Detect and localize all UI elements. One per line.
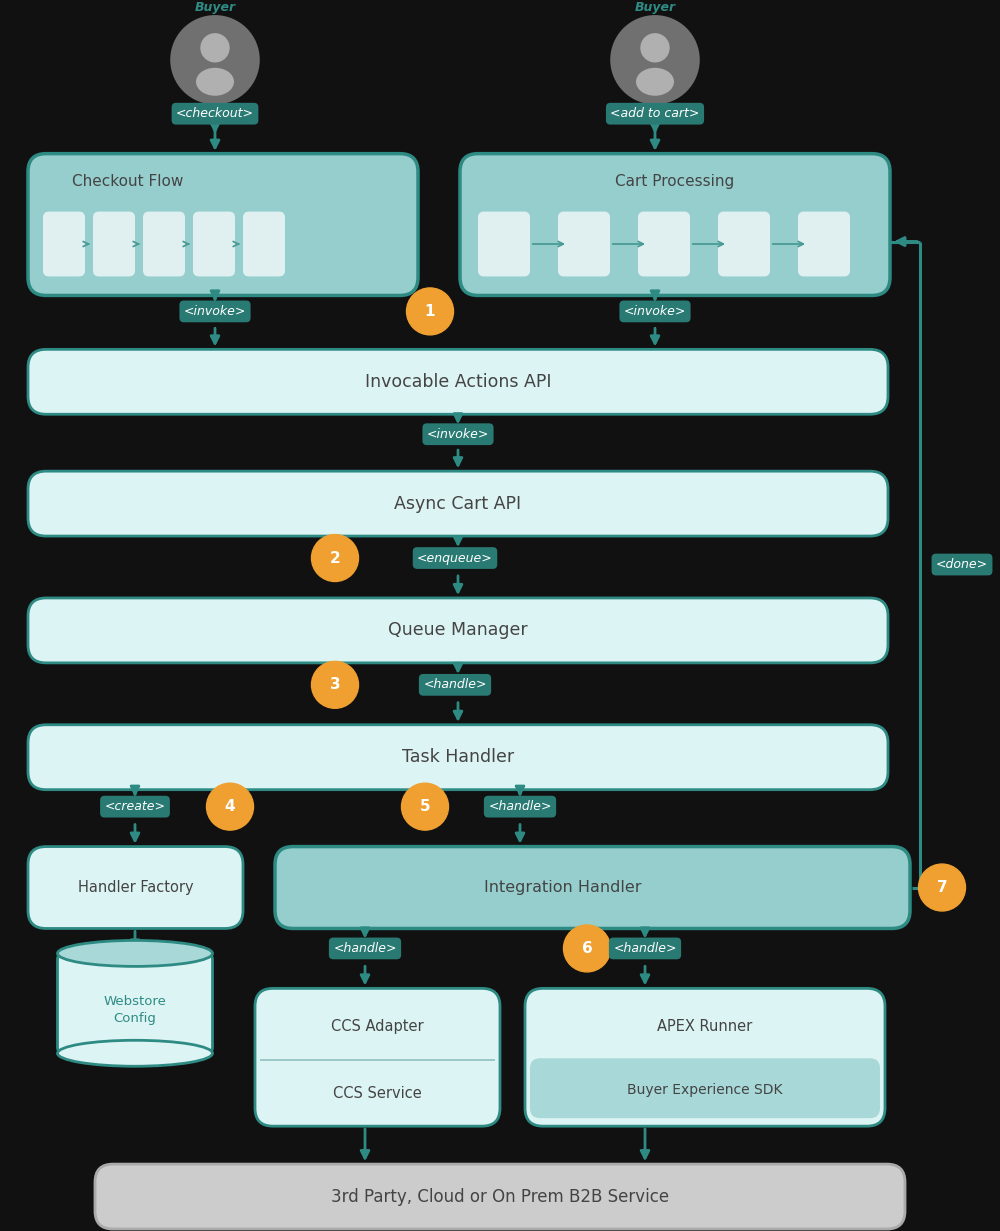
FancyBboxPatch shape [798,212,850,277]
Text: <invoke>: <invoke> [427,427,489,441]
Text: <checkout>: <checkout> [176,107,254,121]
Text: Async Cart API: Async Cart API [394,495,522,512]
Text: <handle>: <handle> [488,800,552,814]
FancyBboxPatch shape [255,988,500,1126]
FancyBboxPatch shape [530,1059,880,1118]
FancyBboxPatch shape [193,212,235,277]
Text: APEX Runner: APEX Runner [657,1019,753,1034]
FancyBboxPatch shape [558,212,610,277]
Circle shape [312,534,358,581]
FancyBboxPatch shape [718,212,770,277]
FancyBboxPatch shape [58,954,212,1054]
Text: 4: 4 [225,799,235,814]
Ellipse shape [58,1040,212,1066]
Text: Buyer: Buyer [634,1,676,15]
FancyBboxPatch shape [93,212,135,277]
Text: Task Handler: Task Handler [402,748,514,766]
Text: <enqueue>: <enqueue> [417,551,493,565]
Text: Queue Manager: Queue Manager [388,622,528,639]
FancyBboxPatch shape [143,212,185,277]
Text: <handle>: <handle> [333,942,397,955]
Text: 7: 7 [937,880,947,895]
Circle shape [173,18,257,102]
Text: 2: 2 [330,550,340,565]
Text: <handle>: <handle> [613,942,677,955]
Circle shape [641,33,669,62]
Ellipse shape [58,940,212,966]
FancyBboxPatch shape [28,350,888,415]
FancyBboxPatch shape [43,212,85,277]
FancyBboxPatch shape [638,212,690,277]
Text: <handle>: <handle> [423,678,487,692]
Text: Checkout Flow: Checkout Flow [72,174,184,190]
Text: <create>: <create> [104,800,166,814]
Ellipse shape [636,68,674,96]
FancyBboxPatch shape [95,1165,905,1229]
Circle shape [406,288,454,335]
Text: <invoke>: <invoke> [624,305,686,318]
Text: 3rd Party, Cloud or On Prem B2B Service: 3rd Party, Cloud or On Prem B2B Service [331,1188,669,1205]
Text: <add to cart>: <add to cart> [610,107,700,121]
Circle shape [918,864,966,911]
Circle shape [402,783,448,830]
FancyBboxPatch shape [28,471,888,535]
FancyBboxPatch shape [525,988,885,1126]
Ellipse shape [196,68,234,96]
Circle shape [206,783,254,830]
FancyBboxPatch shape [28,154,418,295]
Text: 5: 5 [420,799,430,814]
Text: 6: 6 [582,940,592,956]
FancyBboxPatch shape [460,154,890,295]
Circle shape [564,924,610,972]
Text: Webstore
Config: Webstore Config [104,996,166,1025]
Text: CCS Service: CCS Service [333,1086,422,1101]
Circle shape [201,33,229,62]
FancyBboxPatch shape [478,212,530,277]
FancyBboxPatch shape [28,725,888,789]
Text: <invoke>: <invoke> [184,305,246,318]
Circle shape [312,661,358,708]
FancyBboxPatch shape [275,847,910,928]
Text: Buyer Experience SDK: Buyer Experience SDK [627,1083,783,1097]
Text: Cart Processing: Cart Processing [615,174,735,190]
FancyBboxPatch shape [28,598,888,662]
Text: Integration Handler: Integration Handler [484,880,641,895]
FancyBboxPatch shape [28,847,243,928]
Text: Buyer: Buyer [194,1,236,15]
Text: <done>: <done> [936,558,988,571]
Circle shape [613,18,697,102]
Text: 3: 3 [330,677,340,692]
Text: CCS Adapter: CCS Adapter [331,1019,424,1034]
Text: Invocable Actions API: Invocable Actions API [365,373,551,390]
FancyBboxPatch shape [243,212,285,277]
Text: Handler Factory: Handler Factory [78,880,193,895]
Text: 1: 1 [425,304,435,319]
